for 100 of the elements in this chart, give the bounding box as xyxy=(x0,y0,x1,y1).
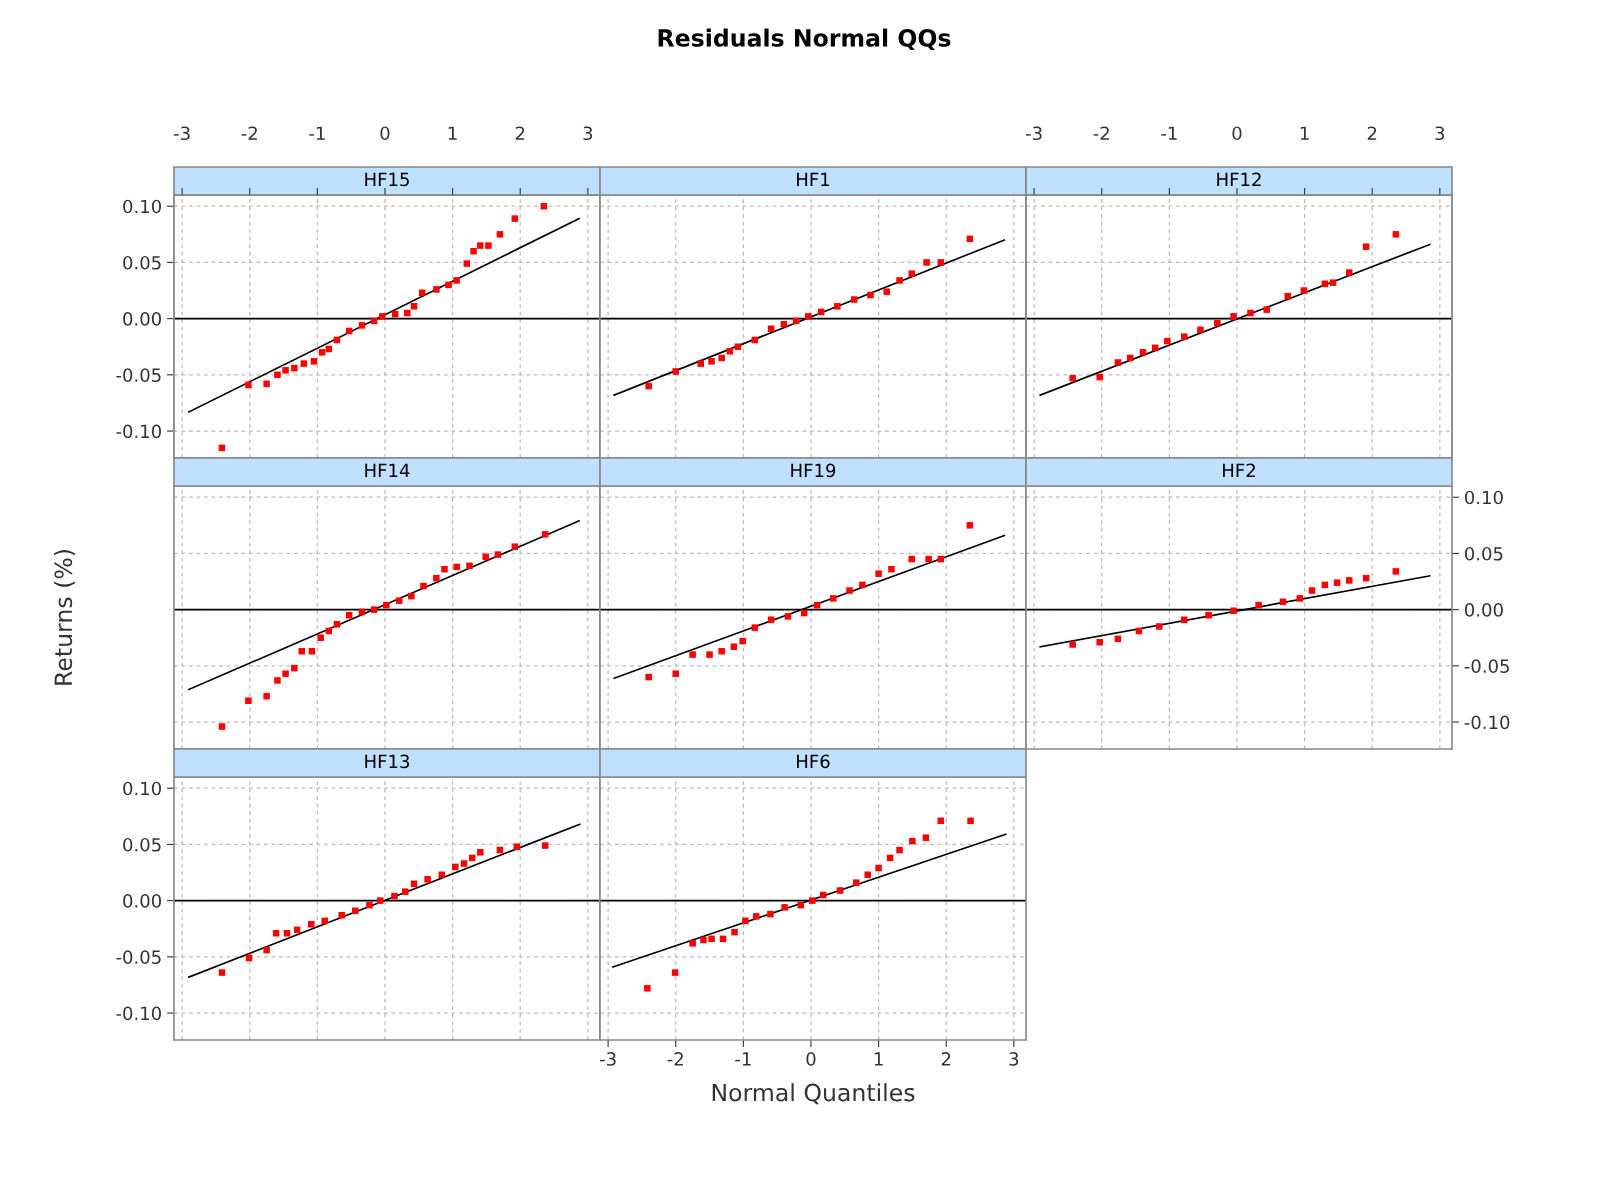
point xyxy=(706,651,713,658)
point xyxy=(805,313,812,320)
point xyxy=(433,286,440,293)
point xyxy=(718,647,725,655)
point xyxy=(896,277,903,284)
point xyxy=(809,897,816,904)
point xyxy=(967,817,974,825)
point xyxy=(218,723,226,730)
point xyxy=(358,322,366,329)
point xyxy=(875,864,882,872)
point xyxy=(888,565,895,573)
point xyxy=(689,651,696,658)
x-tick-label: -1 xyxy=(735,1052,751,1066)
y2-tick-label: -0.05 xyxy=(1464,659,1509,673)
point xyxy=(282,367,289,374)
point xyxy=(453,563,460,571)
chart-title: HF14 xyxy=(365,463,410,477)
point xyxy=(460,860,468,867)
point xyxy=(1345,577,1353,584)
point xyxy=(482,553,489,561)
point xyxy=(511,215,519,222)
point xyxy=(383,601,390,609)
point xyxy=(883,288,890,295)
point xyxy=(767,616,775,623)
chart-title: HF6 xyxy=(797,754,830,769)
y-tick-label: 0.10 xyxy=(123,781,161,796)
y2-tick-label: 0.00 xyxy=(1465,603,1503,617)
point xyxy=(925,555,932,563)
point xyxy=(937,259,945,266)
point xyxy=(1284,292,1291,300)
point xyxy=(708,358,715,365)
x2-tick-label: 3 xyxy=(1435,126,1445,141)
point xyxy=(1180,333,1188,340)
point xyxy=(1362,243,1370,250)
point xyxy=(697,360,705,367)
point xyxy=(300,360,308,367)
point xyxy=(1333,579,1341,586)
x2-tick-label: 1 xyxy=(448,126,457,140)
point xyxy=(245,381,252,389)
point xyxy=(274,677,281,684)
point xyxy=(1392,568,1400,575)
point xyxy=(1392,231,1400,238)
point xyxy=(875,570,882,577)
x2-tick-label: 0 xyxy=(380,126,390,141)
point xyxy=(1096,638,1103,646)
x-tick-label: 1 xyxy=(874,1052,883,1066)
point xyxy=(645,673,652,681)
point xyxy=(1296,595,1304,602)
point xyxy=(470,247,477,255)
y-tick-label: 0.05 xyxy=(123,837,161,852)
point xyxy=(395,597,403,604)
point xyxy=(1114,359,1122,366)
point xyxy=(463,260,471,267)
x-tick-label: 0 xyxy=(806,1052,816,1066)
point xyxy=(466,562,473,570)
point xyxy=(645,382,652,390)
point xyxy=(689,940,696,947)
y-axis-title: Returns (%) xyxy=(53,550,75,685)
point xyxy=(781,904,788,911)
point xyxy=(859,581,866,589)
y-tick-label: -0.10 xyxy=(116,424,161,439)
point xyxy=(391,892,398,900)
y-tick-label: 0.00 xyxy=(123,312,161,326)
chart-title: HF15 xyxy=(365,172,409,187)
point xyxy=(218,969,226,976)
x2-tick-label: -1 xyxy=(1161,126,1177,140)
point xyxy=(734,343,742,350)
y2-tick-label: 0.05 xyxy=(1465,546,1503,561)
point xyxy=(1180,616,1188,623)
point xyxy=(908,270,915,277)
x-tick-label: -3 xyxy=(600,1052,616,1066)
point xyxy=(263,946,270,954)
point xyxy=(345,612,353,619)
point xyxy=(1164,337,1171,345)
point xyxy=(1205,612,1212,619)
point xyxy=(896,846,903,854)
point xyxy=(1263,306,1270,313)
point xyxy=(477,242,484,249)
x2-tick-label: -3 xyxy=(1026,126,1042,141)
point xyxy=(850,296,858,303)
point xyxy=(784,613,792,620)
x2-tick-label: 0 xyxy=(1232,126,1242,141)
x-tick-label: 3 xyxy=(1009,1052,1019,1066)
point xyxy=(310,358,318,365)
point xyxy=(379,313,386,320)
point xyxy=(1345,269,1353,276)
y-tick-label: 0.05 xyxy=(123,255,161,270)
x2-tick-label: -2 xyxy=(241,126,257,140)
chart-title: HF1 xyxy=(797,172,830,186)
point xyxy=(541,842,549,849)
point xyxy=(867,291,874,299)
point xyxy=(742,917,749,925)
x2-tick-label: 2 xyxy=(515,126,525,140)
point xyxy=(408,592,415,600)
point xyxy=(318,349,326,356)
chart-title: HF12 xyxy=(1217,172,1261,186)
point xyxy=(739,637,746,645)
text: Residuals Normal QQs xyxy=(658,28,951,50)
point xyxy=(291,364,298,372)
point xyxy=(836,887,844,894)
